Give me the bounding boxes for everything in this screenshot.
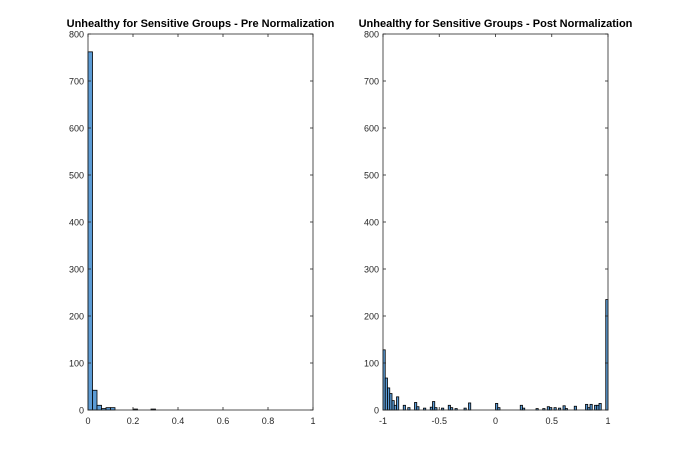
y-tick-label: 100 xyxy=(364,359,379,369)
y-tick-label: 400 xyxy=(69,218,84,228)
x-tick-label: -0.5 xyxy=(431,416,447,426)
x-tick-label: 1 xyxy=(310,416,315,426)
y-tick-label: 300 xyxy=(364,265,379,275)
x-tick-label: 0.5 xyxy=(545,416,558,426)
histogram-bar xyxy=(92,389,98,411)
histogram-bar xyxy=(87,51,93,411)
histogram-bar xyxy=(96,404,102,411)
x-tick-label: 0.2 xyxy=(127,416,140,426)
y-tick-label: 500 xyxy=(364,171,379,181)
x-tick-label: 0.6 xyxy=(217,416,230,426)
x-tick-label: 0 xyxy=(85,416,90,426)
y-tick-label: 0 xyxy=(79,406,84,416)
y-tick-label: 700 xyxy=(364,77,379,87)
y-tick-label: 200 xyxy=(364,312,379,322)
y-tick-label: 500 xyxy=(69,171,84,181)
chart-panel-post-normalization: Unhealthy for Sensitive Groups - Post No… xyxy=(359,18,633,426)
y-tick-label: 100 xyxy=(69,359,84,369)
y-tick-label: 300 xyxy=(69,265,84,275)
x-tick-label: 0.4 xyxy=(172,416,185,426)
histogram-bar xyxy=(598,403,602,411)
y-tick-label: 700 xyxy=(69,77,84,87)
histogram-bar xyxy=(396,396,400,411)
histogram-bar xyxy=(589,403,593,411)
histogram-bar xyxy=(416,406,420,411)
x-tick-label: 0 xyxy=(493,416,498,426)
y-tick-label: 600 xyxy=(69,124,84,134)
y-tick-label: 800 xyxy=(69,30,84,40)
plot-frame xyxy=(382,33,609,411)
y-tick-label: 600 xyxy=(364,124,379,134)
chart-title: Unhealthy for Sensitive Groups - Post No… xyxy=(359,18,633,30)
chart-title: Unhealthy for Sensitive Groups - Pre Nor… xyxy=(67,18,335,30)
histogram-bar xyxy=(402,404,406,411)
y-tick-label: 800 xyxy=(364,30,379,40)
chart-panel-pre-normalization: Unhealthy for Sensitive Groups - Pre Nor… xyxy=(67,18,335,426)
y-tick-label: 400 xyxy=(364,218,379,228)
x-tick-label: 1 xyxy=(605,416,610,426)
plot-frame xyxy=(87,33,314,411)
histogram-bar xyxy=(468,402,472,411)
histogram-bar xyxy=(573,405,577,411)
x-tick-label: 0.8 xyxy=(262,416,275,426)
y-tick-label: 0 xyxy=(374,406,379,416)
x-tick-label: -1 xyxy=(379,416,387,426)
y-tick-label: 200 xyxy=(69,312,84,322)
